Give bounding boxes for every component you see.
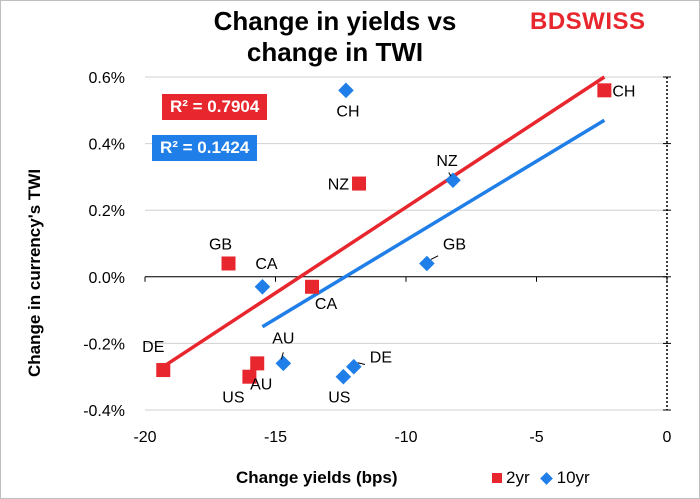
point-label-10yr-US: US	[328, 390, 350, 407]
x-axis-label: Change yields (bps)	[236, 468, 398, 487]
point-label-10yr-NZ: NZ	[436, 153, 458, 170]
legend: 2yr 10yr	[492, 468, 600, 488]
legend-diamond-icon	[539, 471, 553, 485]
point-label-2yr-NZ: NZ	[328, 177, 350, 194]
y-tick-label: -0.4%	[83, 403, 125, 420]
legend-label-2yr: 2yr	[506, 468, 530, 487]
x-tick-label: -10	[394, 429, 417, 446]
brand-logo: BDSWISS	[530, 8, 646, 35]
point-2yr-GB	[221, 256, 236, 271]
leader-line	[430, 255, 439, 260]
point-10yr-AU	[275, 355, 292, 372]
leader-line	[357, 362, 366, 365]
y-tick-label: 0.2%	[89, 203, 125, 220]
point-10yr-CH	[338, 82, 354, 99]
y-axis-label: Change in currency's TWI	[25, 168, 44, 377]
point-label-10yr-CH: CH	[336, 103, 359, 120]
point-label-10yr-DE: DE	[370, 350, 392, 367]
r2-label-10yr: R² = 0.1424	[152, 135, 258, 161]
x-tick-label: -20	[133, 429, 156, 446]
point-10yr-GB	[419, 255, 435, 272]
point-10yr-US	[335, 368, 352, 385]
y-tick-label: 0.6%	[89, 70, 125, 87]
leader-line	[280, 352, 284, 360]
point-10yr-NZ	[445, 172, 461, 189]
point-2yr-NZ	[352, 176, 367, 191]
trendline-2yr	[162, 75, 606, 369]
leader-line	[448, 172, 452, 177]
chart-title: Change in yields vs change in TWI	[213, 6, 457, 67]
point-label-2yr-CA: CA	[315, 296, 338, 313]
point-label-2yr-DE: DE	[142, 339, 164, 356]
point-2yr-DE	[156, 363, 171, 378]
point-label-2yr-US: US	[222, 390, 244, 407]
x-tick-label: -5	[529, 429, 543, 446]
point-2yr-AU	[250, 356, 265, 371]
x-tick-label: 0	[663, 429, 672, 446]
point-label-10yr-AU: AU	[272, 330, 294, 347]
point-label-10yr-CA: CA	[255, 256, 278, 273]
point-10yr-DE	[346, 358, 362, 375]
y-tick-label: 0.0%	[89, 270, 125, 287]
point-label-2yr-CH: CH	[612, 83, 635, 100]
point-2yr-CA	[305, 279, 320, 294]
r2-label-2yr: R² = 0.7904	[162, 94, 268, 120]
point-10yr-CA	[254, 279, 271, 295]
legend-item-2yr: 2yr	[492, 468, 530, 488]
legend-square-icon	[492, 473, 502, 483]
trendline-10yr	[261, 118, 606, 329]
point-2yr-CH	[597, 83, 612, 98]
y-tick-label: 0.4%	[89, 137, 125, 154]
legend-item-10yr: 10yr	[539, 468, 590, 488]
point-label-2yr-AU: AU	[250, 376, 272, 393]
point-label-2yr-GB: GB	[209, 236, 232, 253]
legend-label-10yr: 10yr	[556, 468, 590, 487]
y-tick-label: -0.2%	[83, 336, 125, 353]
point-2yr-US	[242, 369, 257, 384]
point-label-10yr-GB: GB	[443, 236, 466, 253]
x-tick-label: -15	[264, 429, 287, 446]
